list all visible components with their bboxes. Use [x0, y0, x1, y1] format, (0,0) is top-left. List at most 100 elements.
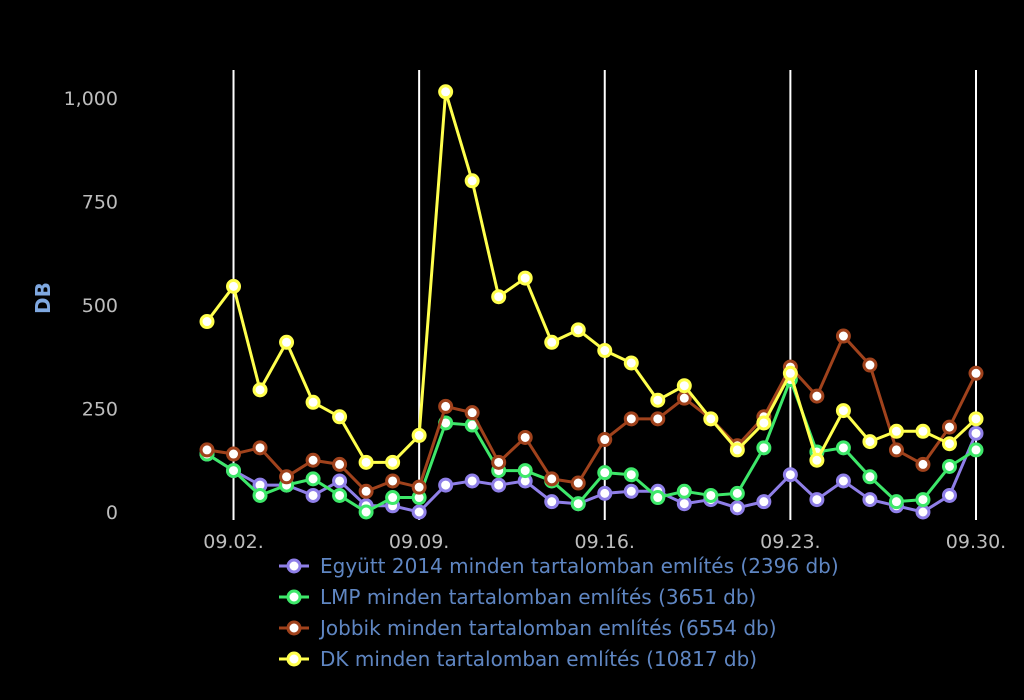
data-point [226, 446, 242, 462]
data-point [570, 496, 586, 512]
data-point [756, 440, 772, 456]
data-point [597, 432, 613, 448]
x-tick-label: 09.02. [203, 531, 263, 553]
data-point [623, 483, 639, 499]
data-point [517, 270, 533, 286]
data-point [623, 467, 639, 483]
data-point [915, 492, 931, 508]
data-point [279, 469, 295, 485]
data-point [782, 467, 798, 483]
data-point [650, 490, 666, 506]
data-point [650, 411, 666, 427]
data-point [597, 465, 613, 481]
data-point [835, 440, 851, 456]
data-point [809, 492, 825, 508]
x-tick-label: 09.09. [389, 531, 449, 553]
legend-item: Jobbik minden tartalomban említés (6554 … [279, 616, 777, 640]
data-point [305, 471, 321, 487]
data-point [676, 378, 692, 394]
data-point [888, 442, 904, 458]
data-point [226, 463, 242, 479]
data-point [358, 454, 374, 470]
data-point [305, 394, 321, 410]
data-point [544, 334, 560, 350]
data-point [756, 415, 772, 431]
data-point [915, 504, 931, 520]
data-point [597, 343, 613, 359]
data-point [464, 473, 480, 489]
legend-item: Együtt 2014 minden tartalomban említés (… [279, 554, 839, 578]
data-point [332, 487, 348, 503]
data-point [358, 504, 374, 520]
legend: Együtt 2014 minden tartalomban említés (… [279, 554, 839, 671]
data-point [464, 173, 480, 189]
legend-label: DK minden tartalomban említés (10817 db) [320, 647, 757, 671]
data-point [703, 411, 719, 427]
data-point [862, 469, 878, 485]
y-axis-ticks: 0 250 500 750 1,000 [64, 88, 118, 524]
data-point [544, 494, 560, 510]
data-point [941, 458, 957, 474]
series-line [206, 432, 978, 514]
y-tick-label: 750 [82, 192, 118, 214]
series-3 [199, 84, 984, 470]
legend-item: LMP minden tartalomban említés (3651 db) [279, 585, 756, 609]
data-point [862, 357, 878, 373]
data-point [279, 334, 295, 350]
data-point [941, 436, 957, 452]
data-point [729, 500, 745, 516]
data-point [809, 388, 825, 404]
data-point [623, 411, 639, 427]
legend-swatch-marker [286, 589, 302, 605]
legend-label: Jobbik minden tartalomban említés (6554 … [318, 616, 777, 640]
series-group [199, 84, 984, 520]
legend-swatch-marker [286, 651, 302, 667]
data-point [385, 490, 401, 506]
x-axis-ticks: 09.02. 09.09. 09.16. 09.23. 09.30. [203, 531, 1006, 553]
x-tick-label: 09.16. [575, 531, 635, 553]
data-point [676, 390, 692, 406]
series-line [205, 90, 978, 464]
data-point [623, 355, 639, 371]
data-point [305, 452, 321, 468]
data-point [888, 423, 904, 439]
data-point [252, 382, 268, 398]
x-tick-label: 09.23. [760, 531, 820, 553]
data-point [835, 473, 851, 489]
data-point [411, 479, 427, 495]
data-point [411, 504, 427, 520]
data-point [570, 322, 586, 338]
data-point [676, 483, 692, 499]
data-point [438, 84, 454, 100]
legend-swatch-marker [286, 558, 302, 574]
data-point [305, 487, 321, 503]
grid-lines [232, 70, 977, 520]
data-point [199, 314, 215, 330]
data-point [862, 434, 878, 450]
data-point [544, 471, 560, 487]
data-point [332, 409, 348, 425]
legend-label: Együtt 2014 minden tartalomban említés (… [320, 554, 839, 578]
data-point [199, 442, 215, 458]
data-point [703, 487, 719, 503]
legend-swatch-marker [286, 620, 302, 636]
data-point [915, 423, 931, 439]
data-point [968, 411, 984, 427]
data-point [597, 485, 613, 501]
data-point [517, 463, 533, 479]
data-point [862, 492, 878, 508]
data-point [438, 477, 454, 493]
data-point [650, 392, 666, 408]
data-point [915, 456, 931, 472]
data-point [968, 365, 984, 381]
data-point [464, 405, 480, 421]
y-axis-label: DB [31, 282, 55, 314]
data-point [835, 403, 851, 419]
data-point [332, 456, 348, 472]
data-point [941, 419, 957, 435]
data-point [438, 398, 454, 414]
x-tick-label: 09.30. [946, 531, 1006, 553]
data-point [756, 494, 772, 510]
data-point [968, 425, 984, 441]
